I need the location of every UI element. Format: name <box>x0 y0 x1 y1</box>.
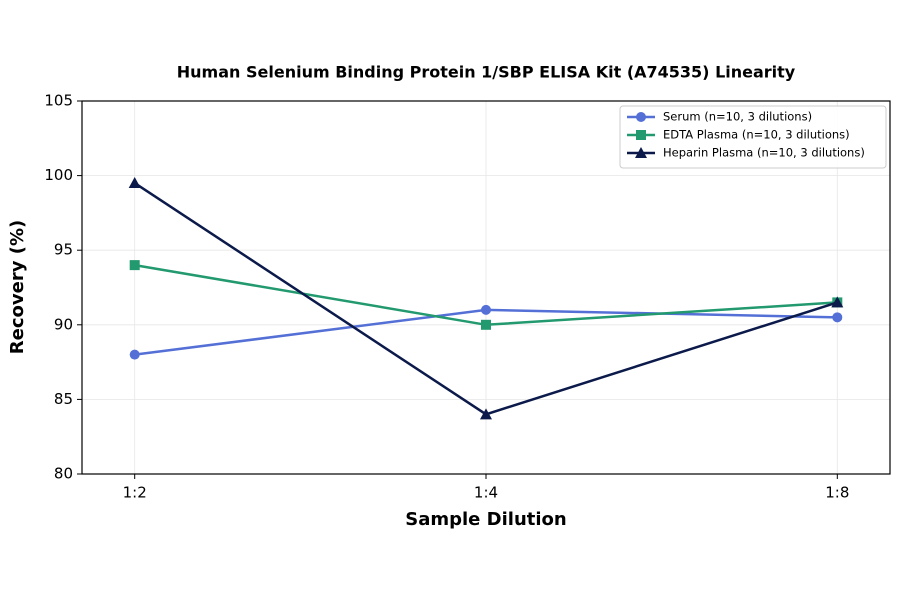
data-point <box>129 349 140 360</box>
y-tick-label: 90 <box>54 315 73 333</box>
y-tick-label: 105 <box>44 92 73 110</box>
y-tick-label: 85 <box>54 390 73 408</box>
legend-label: Serum (n=10, 3 dilutions) <box>663 110 812 124</box>
x-tick-label: 1:8 <box>825 484 849 502</box>
data-point <box>128 177 141 189</box>
data-point <box>831 296 844 308</box>
plot-frame <box>81 100 891 475</box>
legend-label: EDTA Plasma (n=10, 3 dilutions) <box>663 128 850 142</box>
y-tick-label: 80 <box>54 465 73 483</box>
data-point <box>480 408 492 420</box>
legend: Serum (n=10, 3 dilutions) EDTA Plasma (n=… <box>619 105 887 169</box>
legend-marker <box>635 147 647 158</box>
data-point <box>832 312 843 323</box>
y-axis-label: Recovery (%) <box>7 220 28 354</box>
legend-box <box>619 105 887 169</box>
x-axis-label: Sample Dilution <box>405 509 566 530</box>
x-tick-label: 1:4 <box>474 484 498 502</box>
data-point <box>481 304 491 315</box>
x-tick-label: 1:2 <box>123 484 147 502</box>
legend-marker <box>636 130 646 140</box>
legend-label: Heparin Plasma (n=10, 3 dilutions) <box>663 146 865 160</box>
data-point <box>129 260 140 271</box>
data-point <box>481 319 491 330</box>
y-tick-label: 100 <box>44 166 73 184</box>
y-tick-label: 95 <box>54 241 73 259</box>
legend-marker <box>636 112 646 122</box>
chart-title: Human Selenium Binding Protein 1/SBP ELI… <box>177 63 796 82</box>
